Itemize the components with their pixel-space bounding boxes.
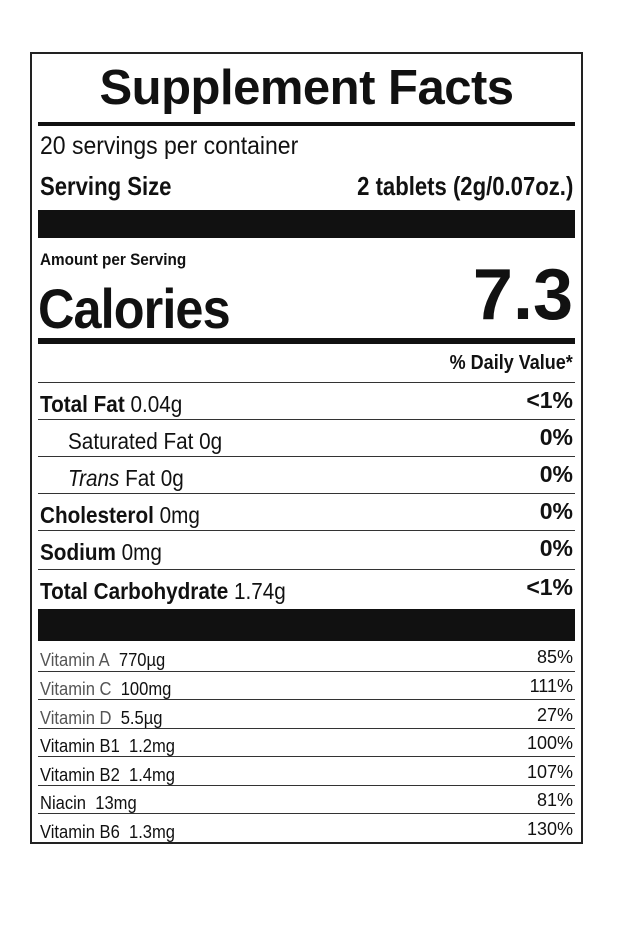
nutrient-amount: 0g: [199, 428, 223, 454]
nutrient-dv: 0%: [539, 498, 573, 524]
vitamin-amount: 100mg: [120, 679, 172, 699]
vitamin-name: Vitamin B6: [40, 821, 120, 842]
divider: [38, 338, 575, 344]
nutrient-amount: 0mg: [121, 539, 162, 565]
vitamin-name: Vitamin C: [40, 679, 112, 699]
vitamin-name: Vitamin B1: [40, 736, 120, 756]
nutrient-name: Total Fat: [40, 391, 125, 417]
thick-divider: [38, 210, 575, 238]
vitamin-row: Vitamin C 100mg 111%: [38, 670, 575, 701]
nutrient-row: Sodium 0mg 0%: [38, 530, 575, 568]
nutrient-name: Cholesterol: [40, 502, 154, 528]
nutrient-name: Saturated Fat: [68, 428, 194, 454]
vitamin-amount: 5.5µg: [120, 707, 163, 728]
nutrient-row: Total Carbohydrate 1.74g <1%: [38, 569, 575, 607]
vitamin-dv: 27%: [536, 704, 573, 725]
vitamin-row: Vitamin B6 1.3mg 130%: [38, 813, 575, 843]
vitamin-amount: 1.2mg: [128, 736, 176, 756]
vitamin-row: Vitamin B2 1.4mg 107%: [38, 756, 575, 786]
nutrient-dv: <1%: [526, 387, 573, 413]
nutrient-name: Sodium: [40, 539, 116, 565]
serving-size-value: 2 tablets (2g/0.07oz.): [356, 171, 573, 201]
nutrient-name: Total Carbohydrate: [40, 578, 229, 604]
vitamin-row: Vitamin B1 1.2mg 100%: [38, 727, 575, 758]
nutrient-name-suffix: Fat: [125, 465, 156, 491]
vitamin-dv: 107%: [526, 761, 573, 782]
vitamin-dv: 111%: [529, 676, 573, 696]
serving-size-label: Serving Size: [40, 171, 172, 201]
nutrient-amount: 0.04g: [130, 391, 183, 417]
nutrient-row: Trans Fat 0g 0%: [38, 456, 575, 494]
nutrient-dv: <1%: [526, 574, 573, 600]
nutrient-row: Cholesterol 0mg 0%: [38, 493, 575, 531]
nutrient-name: Trans: [68, 465, 120, 491]
nutrient-dv: 0%: [539, 461, 573, 487]
vitamin-dv: 85%: [536, 646, 573, 667]
panel-title: Supplement Facts: [99, 61, 514, 115]
vitamin-amount: 1.4mg: [128, 764, 176, 785]
vitamin-amount: 13mg: [95, 793, 137, 813]
vitamin-row: Niacin 13mg 81%: [38, 784, 575, 815]
nutrient-row: Total Fat 0.04g <1%: [38, 382, 575, 420]
nutrient-dv: 0%: [539, 424, 573, 450]
nutrient-amount: 1.74g: [233, 578, 286, 604]
vitamin-name: Vitamin D: [40, 707, 112, 728]
vitamin-amount: 1.3mg: [128, 821, 176, 842]
servings-per-container: 20 servings per container: [40, 132, 299, 160]
vitamin-name: Niacin: [40, 793, 87, 813]
amount-per-serving: Amount per Serving: [40, 250, 187, 269]
divider: [38, 122, 575, 126]
thick-divider: [38, 609, 575, 641]
nutrient-row: Saturated Fat 0g 0%: [38, 419, 575, 457]
vitamin-row: Vitamin A 770µg 85%: [38, 642, 575, 671]
vitamin-dv: 130%: [526, 818, 573, 839]
daily-value-header: % Daily Value*: [449, 352, 573, 374]
vitamin-dv: 81%: [536, 790, 573, 810]
vitamin-name: Vitamin B2: [40, 764, 120, 785]
calories-label: Calories: [38, 277, 231, 340]
nutrient-amount: 0g: [160, 465, 184, 491]
calories-value: 7.3: [472, 255, 573, 335]
vitamin-row: Vitamin D 5.5µg 27%: [38, 699, 575, 729]
nutrient-amount: 0mg: [159, 502, 200, 528]
nutrient-dv: 0%: [539, 535, 573, 561]
vitamin-dv: 100%: [526, 733, 573, 753]
vitamin-amount: 770µg: [118, 649, 166, 670]
supplement-facts-panel: Supplement Facts 20 servings per contain…: [30, 52, 583, 844]
vitamin-name: Vitamin A: [40, 649, 110, 670]
